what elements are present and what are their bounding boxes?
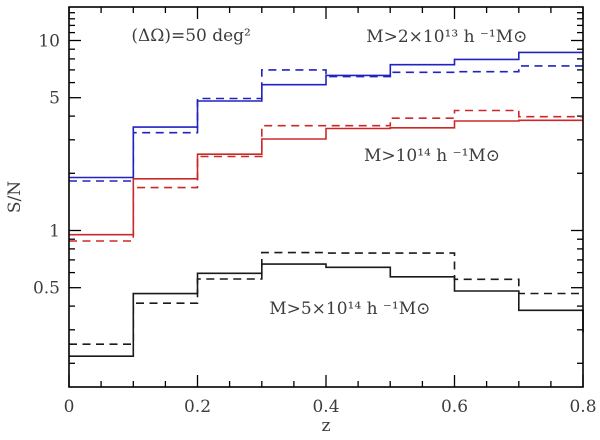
annotation-3: M>5×10¹⁴ h ⁻¹M⊙	[269, 299, 430, 319]
annotation-0: (ΔΩ)=50 deg²	[131, 26, 251, 46]
y-tick-label: 0.5	[33, 279, 60, 299]
x-tick-label: 0.2	[184, 397, 211, 417]
y-tick-label: 1	[49, 222, 60, 242]
annotation-2: M>10¹⁴ h ⁻¹M⊙	[364, 146, 500, 166]
series-4-solid	[69, 263, 584, 357]
y-axis-label: S/N	[5, 181, 25, 213]
series-5-dashed	[69, 251, 583, 345]
series-2-solid	[69, 119, 583, 236]
series-3-dashed	[69, 109, 583, 242]
data-series	[69, 51, 584, 357]
x-tick-label: 0.6	[441, 397, 468, 417]
x-tick-label: 0	[64, 397, 75, 417]
x-axis-label: z	[322, 416, 331, 436]
x-tick-label: 0.8	[569, 397, 596, 417]
y-tick-label: 10	[38, 32, 60, 52]
axis-labels: 0 0.2 0.4 0.6 0.8 10 5 1 0.5 z S/N (ΔΩ)=50 deg² M>2×…	[5, 26, 597, 436]
annotation-1: M>2×10¹³ h ⁻¹M⊙	[366, 27, 527, 47]
y-tick-label: 5	[49, 89, 60, 109]
series-0-solid	[69, 51, 583, 179]
series-1-dashed	[69, 65, 583, 182]
axis-ticks	[68, 7, 584, 387]
x-tick-label: 0.4	[312, 397, 339, 417]
plot-frame	[68, 6, 584, 388]
